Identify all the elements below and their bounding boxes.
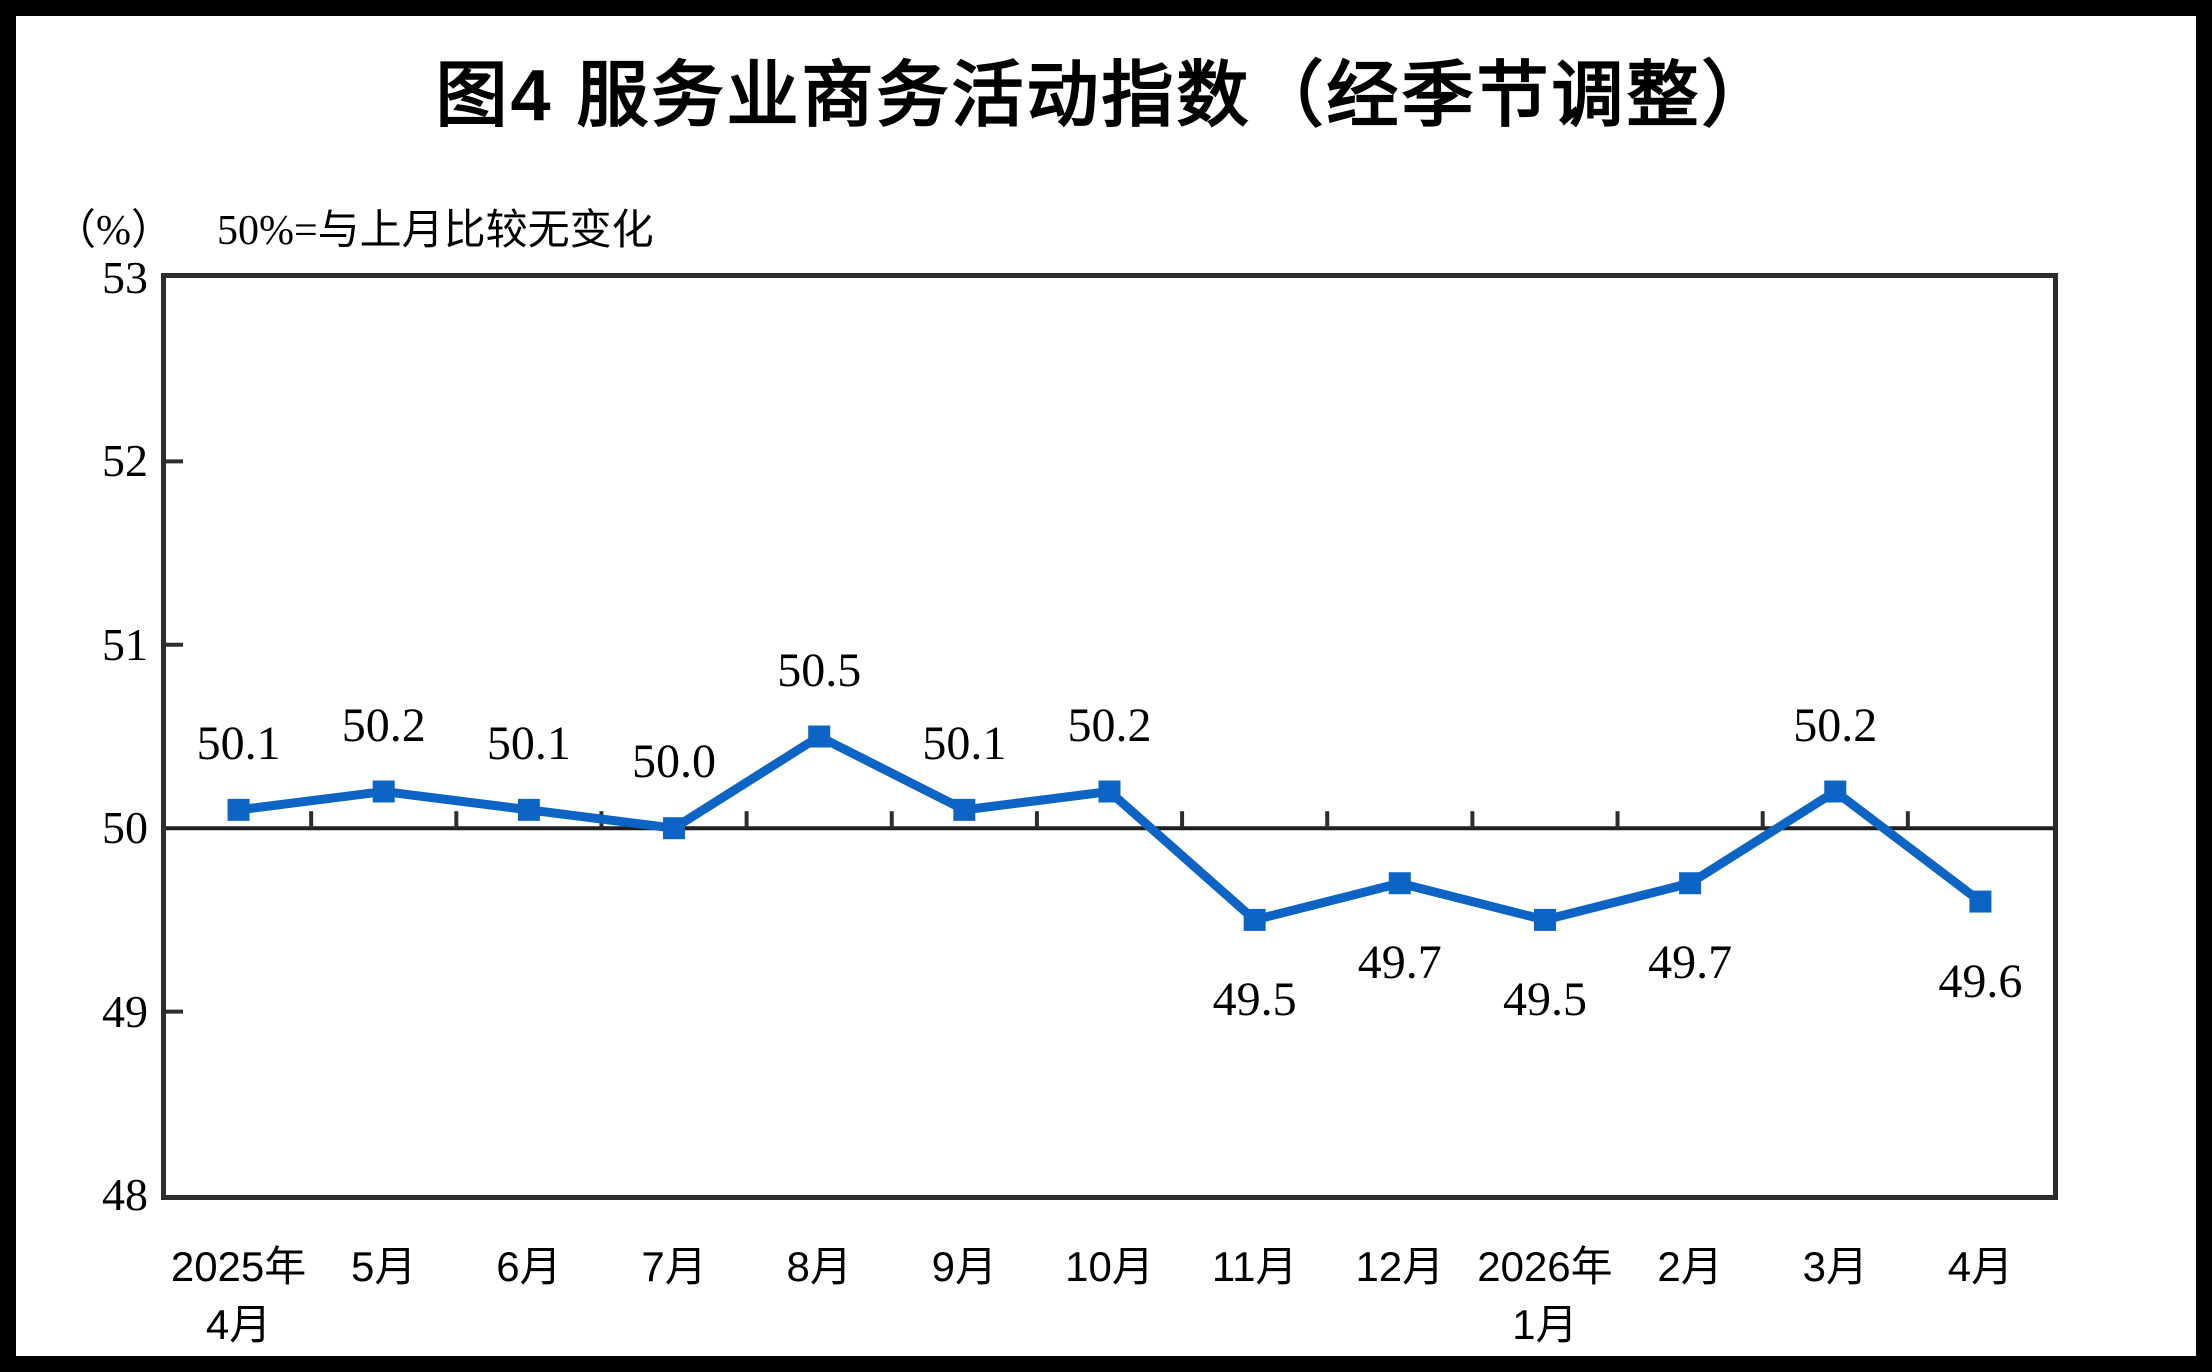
x-axis-tick-label: 11月 <box>1211 1243 1298 1290</box>
data-label: 50.5 <box>777 643 862 697</box>
data-label: 50.0 <box>632 735 717 789</box>
data-point-marker <box>1679 872 1702 895</box>
data-point-marker <box>1243 908 1266 931</box>
y-axis-tick-label: 52 <box>102 435 148 487</box>
data-label: 49.7 <box>1648 936 1733 990</box>
data-label: 49.6 <box>1938 954 2023 1008</box>
data-label: 50.2 <box>341 698 426 752</box>
y-axis-tick-label: 49 <box>102 985 148 1037</box>
chart-title: 图4 服务业商务活动指数（经季节调整） <box>435 56 1777 136</box>
x-axis-tick-label: 7月 <box>641 1243 707 1290</box>
x-axis-tick-label: 2025年 4月 <box>170 1243 307 1348</box>
x-axis-tick-label: 2月 <box>1657 1243 1723 1290</box>
data-label: 50.2 <box>1067 698 1152 752</box>
data-label: 49.5 <box>1502 972 1587 1026</box>
data-label: 49.5 <box>1212 972 1297 1026</box>
data-point-marker <box>1824 780 1847 803</box>
x-axis-tick-label: 4月 <box>1947 1243 2014 1290</box>
plot-area <box>161 273 2058 1200</box>
y-axis-tick-label: 50 <box>102 802 148 854</box>
data-point-marker <box>808 725 831 748</box>
data-point-marker <box>1098 780 1121 803</box>
data-point-marker <box>517 798 540 821</box>
baseline-note: 50%=与上月比较无变化 <box>217 208 654 254</box>
x-axis-tick-label: 2026年 1月 <box>1477 1243 1613 1348</box>
data-point-marker <box>227 798 250 821</box>
y-axis-unit-label: （%） <box>54 208 173 254</box>
x-axis-tick-label: 12月 <box>1355 1243 1445 1290</box>
data-point-marker <box>663 817 686 840</box>
y-axis-tick-label: 48 <box>102 1169 148 1220</box>
data-point-marker <box>1533 908 1556 931</box>
y-axis-tick-label: 53 <box>102 252 148 303</box>
x-axis-tick-label: 3月 <box>1802 1243 1868 1290</box>
data-point-marker <box>1969 890 1992 913</box>
line-chart <box>166 459 2053 1014</box>
data-label: 50.1 <box>486 716 571 770</box>
x-axis-tick-label: 5月 <box>351 1243 417 1290</box>
chart-subtitle: （%） 50%=与上月比较无变化 <box>54 196 654 257</box>
data-point-marker <box>953 798 976 821</box>
data-label: 50.1 <box>196 716 281 770</box>
x-axis-tick-label: 10月 <box>1065 1243 1154 1290</box>
data-label: 50.2 <box>1793 698 1878 752</box>
data-point-marker <box>1388 872 1411 895</box>
x-axis-tick-label: 6月 <box>496 1243 562 1290</box>
y-axis-tick-label: 51 <box>102 618 148 670</box>
data-label: 50.1 <box>922 716 1007 770</box>
data-point-marker <box>372 780 395 803</box>
x-axis-tick-label: 9月 <box>931 1243 998 1290</box>
data-label: 49.7 <box>1357 936 1442 990</box>
x-axis-tick-label: 8月 <box>786 1243 852 1290</box>
